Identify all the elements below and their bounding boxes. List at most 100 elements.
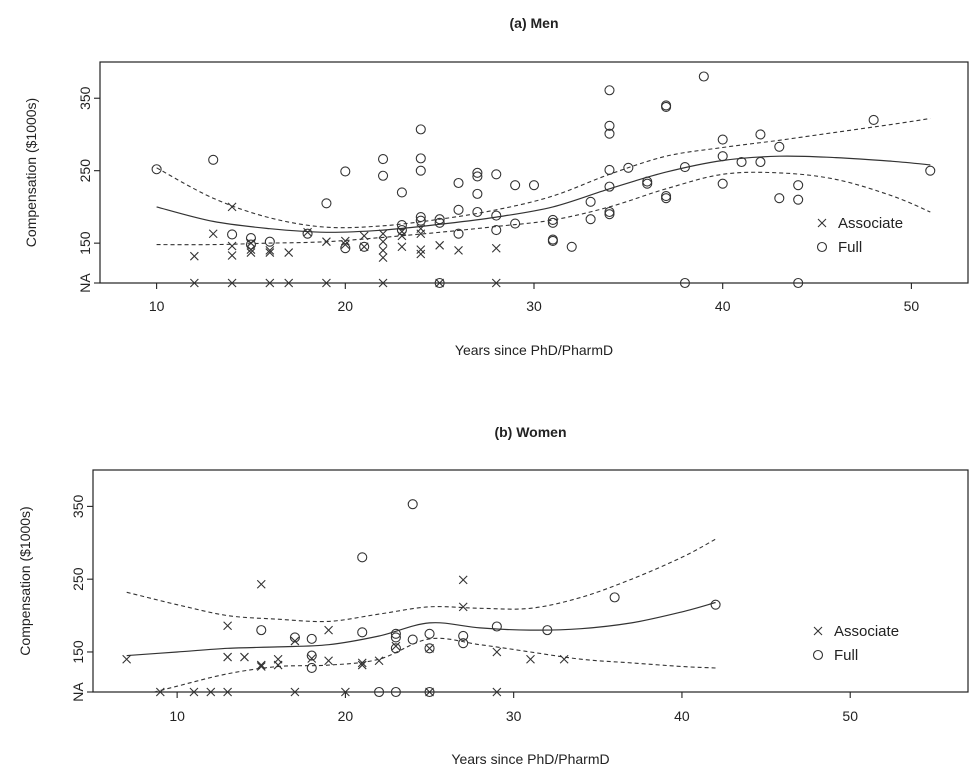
point-full [151,164,162,175]
point-full [717,151,728,162]
point-full [755,129,766,140]
x-tick-label: 20 [338,298,354,314]
legend-label: Full [834,647,858,664]
point-full [415,165,426,176]
point-associate [491,278,501,288]
point-full [868,114,879,126]
point-full [510,218,521,229]
point-associate [378,237,388,247]
point-associate [425,687,434,697]
point-full [472,167,483,178]
point-full [547,234,558,245]
point-full [925,165,936,176]
series-associate [189,202,501,288]
point-full [245,233,257,244]
point-associate [378,278,388,288]
point-associate [378,246,388,255]
point-full [472,171,483,182]
point-full [415,215,426,226]
y-tick-label: 150 [70,640,86,664]
point-full [415,124,426,135]
point-associate [246,248,256,257]
y-tick-label: 350 [77,86,93,110]
point-full [434,277,445,289]
point-associate [425,643,434,653]
point-associate [435,240,445,250]
point-associate [340,236,350,246]
legend-symbol-associate [813,626,823,636]
point-associate [397,242,407,252]
series-associate [122,575,569,697]
y-tick-label: 150 [77,231,93,255]
point-associate [122,654,132,664]
point-full [390,632,401,643]
point-associate [155,687,165,697]
legend-label: Associate [838,215,903,232]
point-full [321,198,332,209]
point-full [472,188,483,199]
point-associate [454,246,463,255]
point-full [340,166,351,177]
point-full [547,217,558,228]
y-tick-label: 250 [70,567,86,591]
point-full [390,628,401,639]
point-associate [374,656,384,666]
point-associate [359,231,369,241]
point-full [340,243,351,254]
point-associate [397,231,407,241]
point-full [306,662,317,674]
series-full [256,499,721,698]
point-full [774,193,785,204]
point-associate [416,245,426,255]
x-tick-label: 10 [169,708,185,724]
y-axis-label: Compensation ($1000s) [17,506,33,655]
point-full [434,217,445,228]
point-full [289,632,300,643]
point-associate [492,647,502,657]
point-full [208,154,219,165]
point-full [390,643,401,654]
point-associate [378,253,388,263]
point-associate [324,656,333,666]
point-full [396,187,407,198]
legend-symbol-associate [817,218,827,228]
plot-frame [92,469,969,693]
y-tick-label: 350 [70,495,86,519]
point-full [491,169,502,180]
point-full [458,630,469,642]
point-full [245,239,257,250]
point-full [604,128,615,139]
point-full [793,180,804,191]
smooth-fit-line [126,601,716,657]
point-associate [240,652,249,662]
x-axis-label: Years since PhD/PharmD [455,342,613,358]
y-tick-label: NA [70,682,86,702]
point-full [710,599,721,610]
legend-label: Associate [834,623,899,640]
point-associate [227,241,237,251]
point-associate [227,251,237,260]
legend: Associate Full [816,215,903,256]
point-full [407,634,418,645]
point-associate [491,243,501,253]
point-full [491,225,502,236]
point-associate [458,575,468,585]
point-associate [322,237,331,247]
upper-confidence-band [156,117,931,229]
point-associate [273,654,283,664]
x-axis-label: Years since PhD/PharmD [451,751,609,767]
point-full [302,228,313,239]
point-full [377,170,389,181]
x-tick-label: 50 [842,708,858,724]
point-associate [227,202,237,212]
upper-confidence-band [126,538,716,623]
point-full [661,193,672,204]
point-full [458,638,469,649]
point-full [396,225,407,236]
point-full [407,499,418,510]
point-associate [526,654,535,664]
point-full [623,162,634,173]
smooth-fit-line [156,155,931,233]
point-associate [246,245,256,255]
point-associate [256,662,266,671]
